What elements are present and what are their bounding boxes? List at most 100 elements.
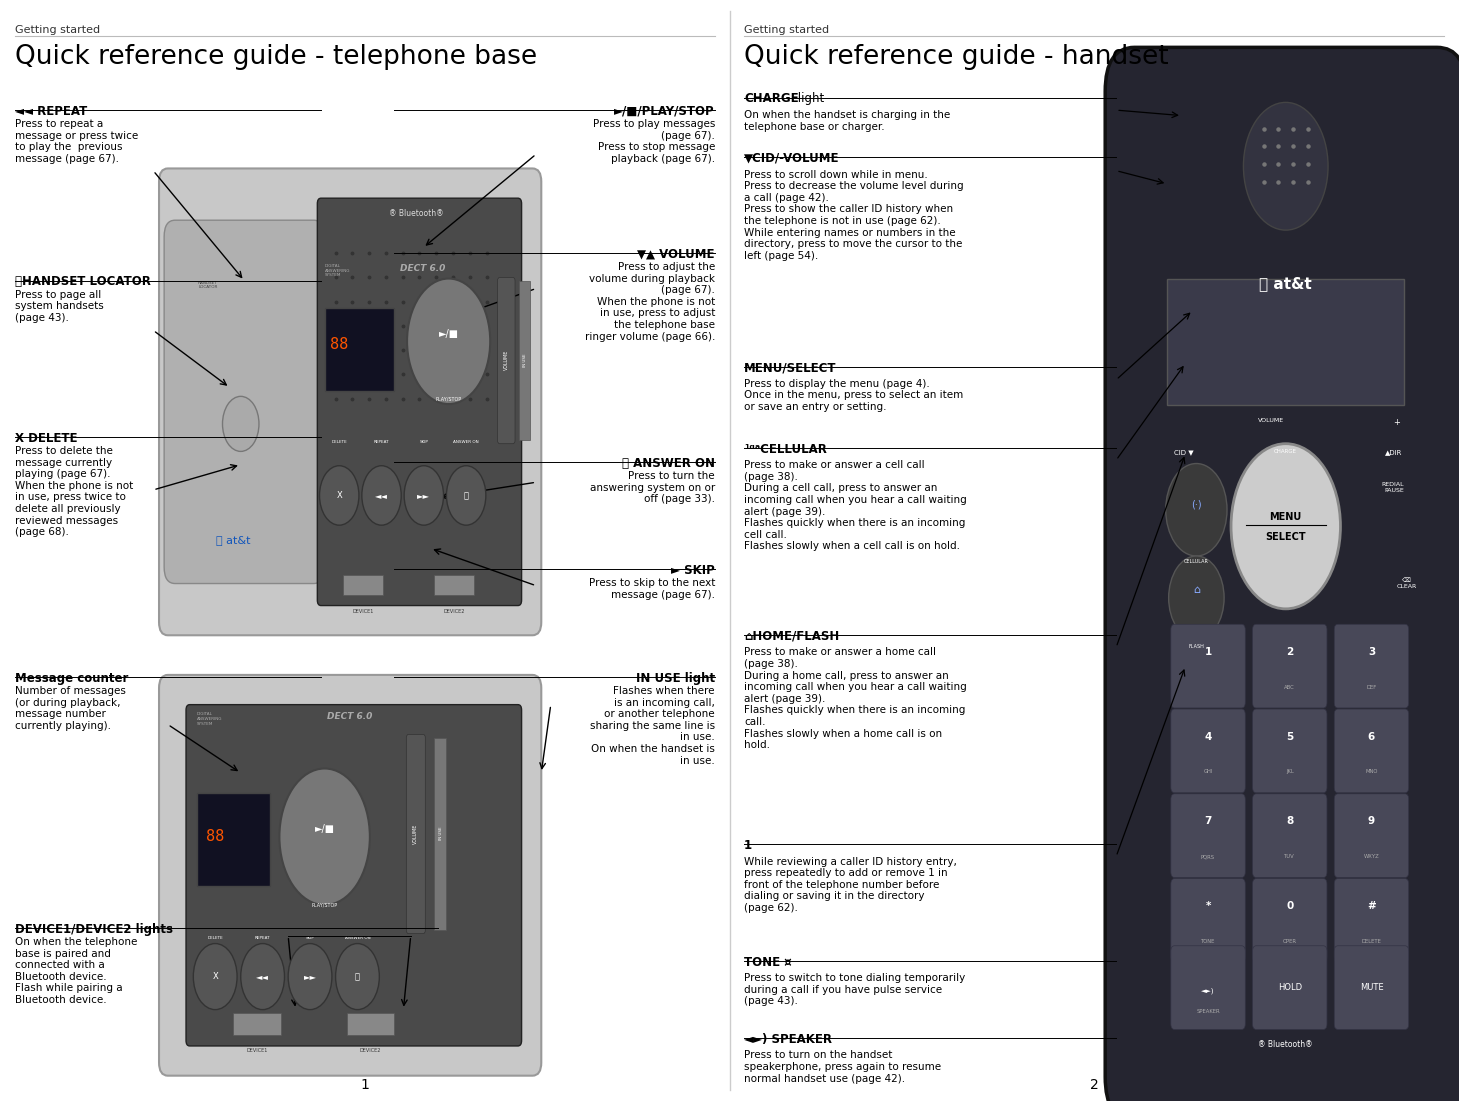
Text: Press to delete the
message currently
playing (page 67).
When the phone is not
i: Press to delete the message currently pl… bbox=[15, 446, 133, 537]
Circle shape bbox=[1243, 102, 1328, 230]
Text: X DELETE: X DELETE bbox=[15, 432, 77, 445]
Text: ANSWER ON: ANSWER ON bbox=[454, 440, 479, 445]
Text: DELETE: DELETE bbox=[1361, 939, 1382, 944]
Text: VOLUME: VOLUME bbox=[503, 350, 509, 370]
Text: DECT 6.0: DECT 6.0 bbox=[400, 264, 445, 273]
FancyBboxPatch shape bbox=[1335, 946, 1409, 1029]
Bar bbox=[1167, 279, 1404, 405]
Text: ® Bluetooth®: ® Bluetooth® bbox=[1259, 1040, 1313, 1049]
Text: 8: 8 bbox=[1287, 816, 1293, 827]
Text: Ⓜ at&t: Ⓜ at&t bbox=[216, 535, 251, 545]
Text: DEVICE1/DEVICE2 lights: DEVICE1/DEVICE2 lights bbox=[15, 923, 172, 936]
FancyBboxPatch shape bbox=[407, 734, 426, 934]
Text: SELECT: SELECT bbox=[1265, 532, 1306, 543]
FancyBboxPatch shape bbox=[1335, 879, 1409, 962]
Text: DIGITAL
ANSWERING
SYSTEM: DIGITAL ANSWERING SYSTEM bbox=[197, 712, 222, 726]
Text: ▼CID/-VOLUME: ▼CID/-VOLUME bbox=[744, 152, 839, 165]
Text: 6: 6 bbox=[1369, 731, 1374, 742]
Text: HANDSET
LOCATOR: HANDSET LOCATOR bbox=[198, 281, 217, 290]
FancyBboxPatch shape bbox=[1252, 794, 1328, 877]
Text: ▲DIR: ▲DIR bbox=[1385, 449, 1402, 455]
FancyBboxPatch shape bbox=[1252, 624, 1328, 708]
Text: Press to switch to tone dialing temporarily
during a call if you have pulse serv: Press to switch to tone dialing temporar… bbox=[744, 973, 966, 1006]
Text: Quick reference guide - handset: Quick reference guide - handset bbox=[744, 44, 1169, 70]
Text: DEVICE2: DEVICE2 bbox=[360, 1048, 381, 1054]
FancyBboxPatch shape bbox=[159, 168, 541, 635]
Text: DEVICE2: DEVICE2 bbox=[444, 609, 465, 614]
Text: On when the handset is charging in the
telephone base or charger.: On when the handset is charging in the t… bbox=[744, 110, 950, 132]
Text: Press to turn on the handset
speakerphone, press again to resume
normal handset : Press to turn on the handset speakerphon… bbox=[744, 1050, 941, 1083]
Text: DEF: DEF bbox=[1366, 685, 1377, 689]
Text: OPER: OPER bbox=[1282, 939, 1297, 944]
Text: ►►: ►► bbox=[303, 972, 317, 981]
FancyBboxPatch shape bbox=[1172, 709, 1246, 793]
Text: Getting started: Getting started bbox=[744, 25, 829, 35]
FancyBboxPatch shape bbox=[1252, 709, 1328, 793]
Text: ⌫
CLEAR: ⌫ CLEAR bbox=[1396, 578, 1417, 589]
Text: ⏻: ⏻ bbox=[464, 491, 468, 500]
Text: 2: 2 bbox=[1090, 1078, 1099, 1092]
Text: DIGITAL
ANSWERING
SYSTEM: DIGITAL ANSWERING SYSTEM bbox=[324, 264, 350, 277]
Text: CID ▼: CID ▼ bbox=[1174, 449, 1193, 455]
Text: SKIP: SKIP bbox=[419, 440, 429, 445]
Text: 9: 9 bbox=[1369, 816, 1374, 827]
Text: SKIP: SKIP bbox=[305, 936, 315, 940]
Text: DEVICE1: DEVICE1 bbox=[247, 1048, 268, 1054]
FancyBboxPatch shape bbox=[1335, 709, 1409, 793]
Text: GHI: GHI bbox=[1204, 770, 1212, 774]
FancyBboxPatch shape bbox=[159, 675, 541, 1076]
Text: REPEAT: REPEAT bbox=[374, 440, 390, 445]
Circle shape bbox=[1169, 556, 1224, 640]
Text: ◄◄: ◄◄ bbox=[375, 491, 388, 500]
Circle shape bbox=[336, 944, 379, 1010]
Circle shape bbox=[241, 944, 285, 1010]
Text: Press to adjust the
volume during playback
(page 67).
When the phone is not
in u: Press to adjust the volume during playba… bbox=[585, 262, 715, 341]
FancyBboxPatch shape bbox=[1172, 624, 1246, 708]
Circle shape bbox=[446, 466, 486, 525]
FancyBboxPatch shape bbox=[1252, 879, 1328, 962]
Text: 1: 1 bbox=[360, 1078, 369, 1092]
Text: ◄◄ REPEAT: ◄◄ REPEAT bbox=[15, 105, 88, 118]
Text: ⏻ ANSWER ON: ⏻ ANSWER ON bbox=[622, 457, 715, 470]
FancyBboxPatch shape bbox=[498, 277, 515, 444]
Text: #: # bbox=[1367, 901, 1376, 912]
Text: MENU: MENU bbox=[1269, 512, 1301, 523]
Text: ¹ᵅᵃCELLULAR: ¹ᵅᵃCELLULAR bbox=[744, 443, 827, 456]
Text: 1: 1 bbox=[744, 839, 753, 852]
Circle shape bbox=[404, 466, 444, 525]
Text: PLAY/STOP: PLAY/STOP bbox=[436, 396, 461, 402]
Text: TUV: TUV bbox=[1284, 854, 1296, 859]
Text: HOLD: HOLD bbox=[1278, 983, 1301, 992]
Text: Quick reference guide - telephone base: Quick reference guide - telephone base bbox=[15, 44, 537, 70]
Circle shape bbox=[223, 396, 260, 451]
Text: IN USE: IN USE bbox=[439, 827, 442, 840]
Circle shape bbox=[1166, 464, 1227, 556]
Text: ► SKIP: ► SKIP bbox=[671, 564, 715, 577]
Text: Press to play messages
(page 67).
Press to stop message
playback (page 67).: Press to play messages (page 67). Press … bbox=[592, 119, 715, 164]
FancyBboxPatch shape bbox=[1172, 946, 1246, 1029]
Text: Press to make or answer a cell call
(page 38).
During a cell call, press to answ: Press to make or answer a cell call (pag… bbox=[744, 460, 967, 552]
Text: light: light bbox=[795, 92, 824, 106]
Text: DEVICE1: DEVICE1 bbox=[353, 609, 374, 614]
Circle shape bbox=[280, 768, 371, 905]
Text: JKL: JKL bbox=[1285, 770, 1294, 774]
Text: ◄►) SPEAKER: ◄►) SPEAKER bbox=[744, 1033, 832, 1046]
Circle shape bbox=[320, 466, 359, 525]
Text: ANSWER ON: ANSWER ON bbox=[344, 936, 371, 940]
FancyBboxPatch shape bbox=[318, 198, 522, 606]
Text: IN USE light: IN USE light bbox=[636, 672, 715, 685]
FancyBboxPatch shape bbox=[165, 220, 325, 584]
Circle shape bbox=[194, 944, 238, 1010]
FancyBboxPatch shape bbox=[1172, 794, 1246, 877]
Text: CHARGE: CHARGE bbox=[1274, 449, 1297, 455]
Text: DELETE: DELETE bbox=[207, 936, 223, 940]
Text: ⏻: ⏻ bbox=[355, 972, 360, 981]
Bar bbox=[324, 308, 394, 391]
Circle shape bbox=[289, 944, 333, 1010]
FancyBboxPatch shape bbox=[1106, 47, 1459, 1101]
Text: Flashes when there
is an incoming call,
or another telephone
sharing the same li: Flashes when there is an incoming call, … bbox=[589, 686, 715, 765]
Text: +: + bbox=[1393, 418, 1401, 427]
Text: ◄◄: ◄◄ bbox=[257, 972, 268, 981]
Text: REPEAT: REPEAT bbox=[255, 936, 270, 940]
Text: WXYZ: WXYZ bbox=[1364, 854, 1379, 859]
